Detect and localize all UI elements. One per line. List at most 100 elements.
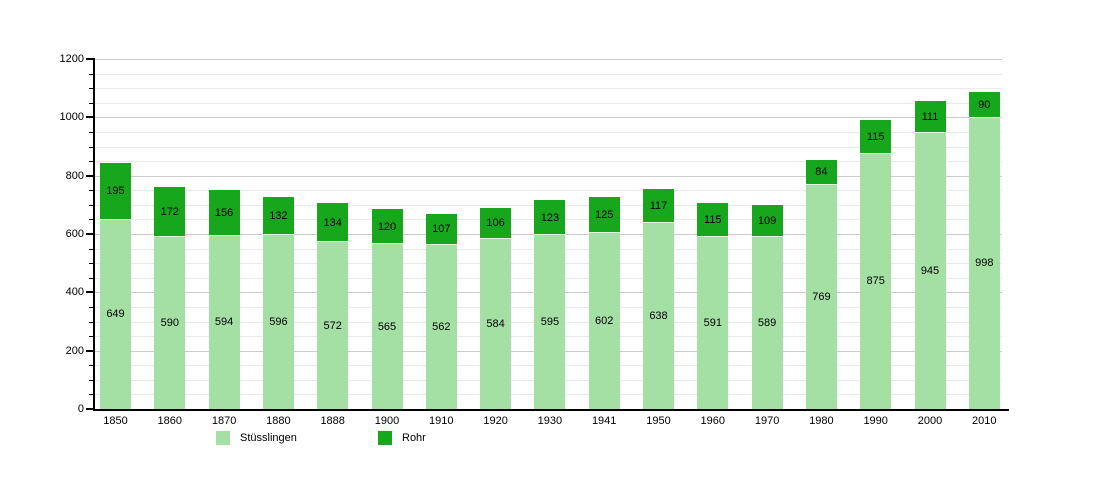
x-axis-label-1980: 1980	[809, 415, 834, 427]
bar-segment-rohr-1860	[154, 186, 186, 237]
bar-value-st-sslingen-2000: 945	[920, 265, 940, 278]
bar-value-st-sslingen-1900: 565	[377, 320, 397, 333]
bar-value-rohr-1950: 117	[649, 199, 668, 212]
bar-segment-st-sslingen-1888	[317, 242, 349, 409]
gridline-minor-1150	[95, 73, 1002, 75]
x-axis-label-1880: 1880	[266, 415, 291, 427]
y-tick-750	[89, 190, 95, 192]
y-tick-450	[89, 277, 95, 279]
y-tick-400	[86, 291, 95, 294]
bar-segment-rohr-1870	[208, 190, 240, 236]
bar-segment-st-sslingen-1900	[371, 244, 403, 409]
bar-value-st-sslingen-2010: 998	[975, 257, 994, 270]
y-tick-950	[89, 131, 95, 133]
y-axis-label-1200: 1200	[59, 53, 84, 65]
y-axis-line	[93, 58, 95, 411]
bar-segment-st-sslingen-1850	[100, 219, 131, 409]
bar-segment-rohr-1880	[262, 196, 294, 236]
bar-value-st-sslingen-1880: 596	[269, 316, 288, 329]
y-tick-1050	[89, 102, 95, 104]
y-tick-550	[89, 248, 95, 250]
x-axis-label-1910: 1910	[429, 415, 454, 427]
gridline-major-800	[95, 175, 1002, 177]
x-axis-label-1888: 1888	[320, 415, 345, 427]
bar-segment-st-sslingen-1870	[208, 235, 240, 409]
y-axis-label-800: 800	[65, 169, 84, 182]
bar-value-st-sslingen-1850: 649	[106, 308, 125, 321]
y-tick-150	[89, 365, 95, 367]
bar-value-rohr-1870: 156	[214, 207, 234, 219]
y-tick-900	[89, 146, 95, 148]
bar-value-st-sslingen-1990: 875	[866, 275, 885, 288]
bar-segment-rohr-1970	[751, 205, 783, 238]
bar-value-rohr-2010: 90	[978, 98, 991, 111]
gridline-minor-950	[95, 131, 1002, 133]
bar-value-rohr-1920: 106	[486, 217, 505, 230]
y-tick-1100	[89, 88, 95, 90]
bar-segment-st-sslingen-1970	[751, 237, 783, 409]
x-axis-label-1900: 1900	[374, 415, 400, 427]
x-axis-label-1860: 1860	[157, 415, 183, 427]
bar-segment-st-sslingen-1920	[480, 238, 512, 409]
bar-segment-st-sslingen-1950	[643, 222, 674, 409]
bar-segment-st-sslingen-1930	[534, 235, 566, 409]
bar-value-rohr-1970: 109	[757, 215, 777, 228]
bar-segment-st-sslingen-1960	[697, 236, 729, 409]
y-tick-650	[89, 219, 95, 221]
y-tick-50	[89, 394, 95, 396]
gridline-major-1000	[95, 117, 1002, 119]
y-tick-1000	[86, 116, 95, 119]
y-tick-250	[89, 336, 95, 338]
bar-segment-rohr-1910	[425, 213, 457, 246]
y-axis-label-1000: 1000	[59, 111, 84, 124]
y-tick-1200	[86, 58, 95, 60]
gridline-minor-750	[95, 190, 1002, 192]
x-axis-label-1970: 1970	[754, 415, 780, 427]
x-axis-label-1960: 1960	[700, 415, 726, 427]
bar-segment-rohr-1990	[860, 120, 892, 154]
x-axis-line	[93, 409, 1009, 411]
y-axis-label-200: 200	[65, 344, 84, 357]
bar-segment-st-sslingen-1860	[154, 236, 186, 409]
x-axis-label-2000: 2000	[917, 415, 943, 427]
y-tick-500	[89, 263, 95, 265]
bar-segment-rohr-2000	[914, 101, 946, 134]
bar-value-st-sslingen-1870: 594	[214, 316, 234, 329]
bar-value-st-sslingen-1970: 589	[757, 317, 777, 330]
bar-value-st-sslingen-1960: 591	[703, 316, 722, 329]
y-tick-800	[86, 174, 95, 177]
bar-value-st-sslingen-1910: 562	[432, 321, 451, 334]
bar-value-rohr-1910: 107	[432, 223, 451, 236]
bar-segment-st-sslingen-1910	[425, 245, 457, 409]
bar-value-st-sslingen-1860: 590	[160, 316, 179, 329]
gridline-major-1200	[95, 59, 1002, 60]
y-axis-label-600: 600	[65, 228, 84, 240]
y-tick-850	[89, 161, 95, 163]
bar-segment-st-sslingen-1990	[860, 153, 892, 409]
bar-segment-rohr-1888	[317, 203, 349, 243]
bar-value-rohr-1850: 195	[106, 185, 125, 198]
y-tick-1150	[89, 73, 95, 75]
bar-segment-rohr-2010	[968, 91, 1000, 118]
bar-value-rohr-1941: 125	[595, 209, 614, 222]
x-axis-label-1920: 1920	[483, 415, 508, 427]
bar-segment-st-sslingen-1980	[805, 184, 837, 409]
gridline-minor-1100	[95, 88, 1002, 90]
bar-segment-rohr-1920	[480, 207, 512, 239]
bar-value-rohr-1960: 115	[704, 213, 722, 226]
bar-value-rohr-1930: 123	[540, 211, 560, 224]
bar-value-st-sslingen-1930: 595	[540, 316, 560, 329]
bar-value-rohr-1980: 84	[815, 166, 828, 179]
gridline-minor-1050	[95, 102, 1002, 104]
bar-segment-st-sslingen-2010	[968, 117, 1000, 409]
bar-value-rohr-1860: 172	[160, 205, 179, 218]
bar-segment-rohr-1850	[100, 162, 131, 220]
y-tick-0	[86, 408, 95, 410]
y-tick-300	[89, 321, 95, 323]
y-axis-label-400: 400	[65, 286, 84, 299]
bar-segment-rohr-1900	[371, 209, 403, 245]
x-axis-label-2010: 2010	[972, 415, 997, 427]
y-axis-label-0: 0	[77, 403, 84, 415]
